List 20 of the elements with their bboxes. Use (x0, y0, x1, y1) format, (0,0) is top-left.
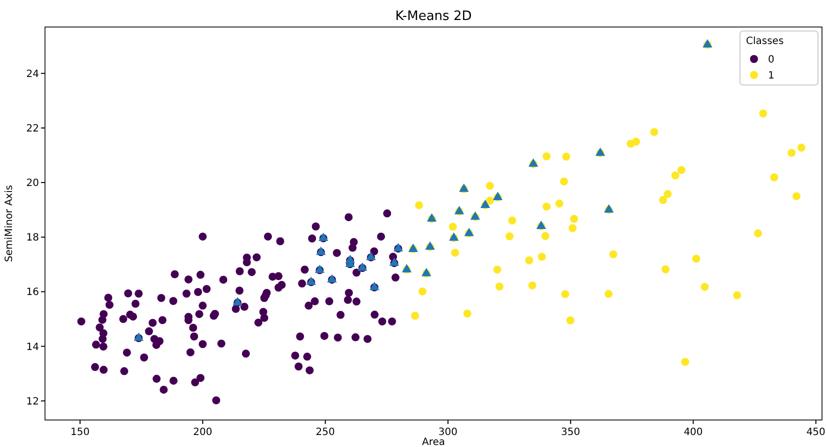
x-tick-label: 400 (684, 427, 703, 438)
y-tick-label: 20 (26, 178, 39, 190)
y-tick-label: 22 (26, 123, 39, 134)
legend-title: Classes (746, 36, 784, 47)
legend-label: 0 (768, 54, 774, 66)
y-tick-label: 12 (26, 396, 39, 408)
y-axis-title: SemiMinor Axis (4, 185, 15, 262)
chart-title: K-Means 2D (395, 9, 472, 24)
x-tick-label: 200 (193, 427, 212, 438)
x-tick-label: 350 (561, 427, 580, 438)
y-tick-label: 24 (26, 68, 39, 80)
y-tick-label: 16 (26, 287, 39, 298)
x-axis-title: Area (422, 437, 446, 447)
x-tick-label: 300 (438, 427, 458, 438)
legend-label: 1 (768, 70, 774, 82)
x-tick-label: 250 (316, 427, 335, 438)
x-tick-label: 150 (70, 427, 90, 438)
y-tick-label: 14 (26, 342, 39, 353)
y-tick-label: 18 (26, 232, 39, 244)
x-tick-label: 450 (806, 427, 826, 438)
